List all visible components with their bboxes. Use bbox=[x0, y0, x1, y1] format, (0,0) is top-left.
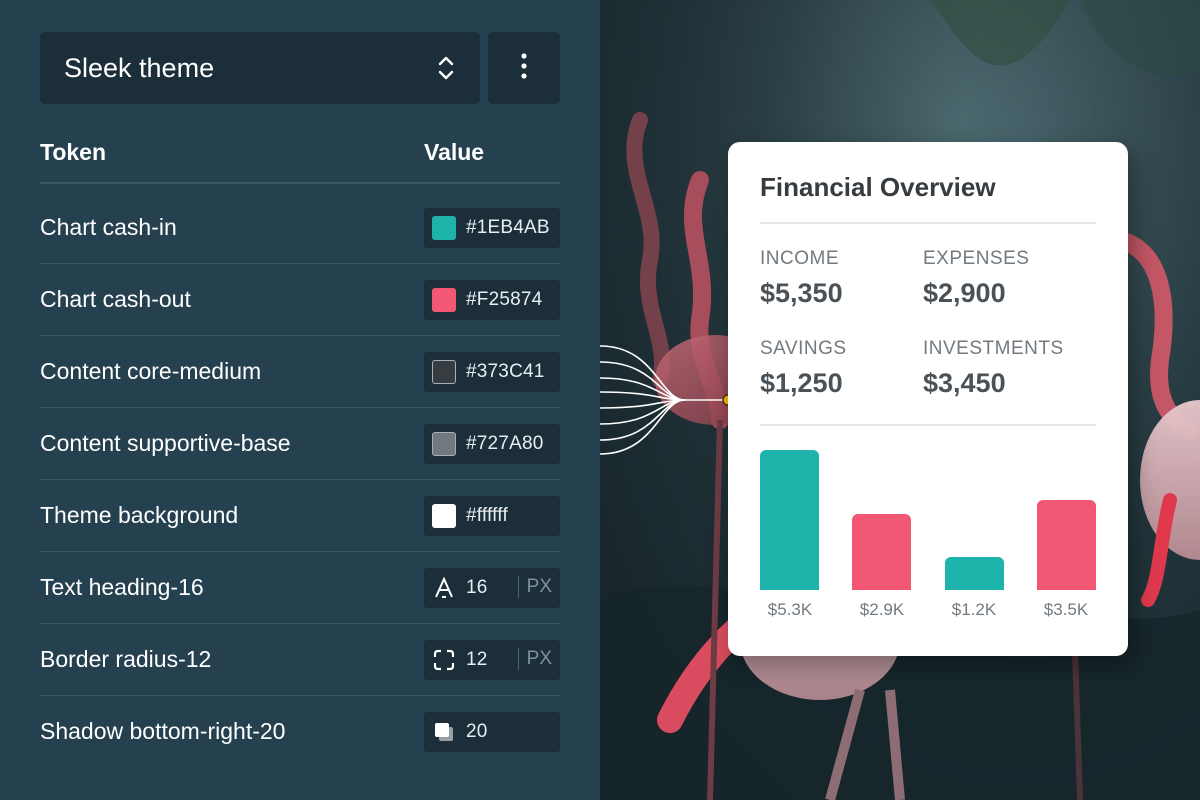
stat-label: INCOME bbox=[760, 248, 839, 269]
token-value: #373C41 bbox=[466, 361, 545, 382]
stat-income: INCOME $5,350 bbox=[760, 248, 843, 309]
stat-investments: INVESTMENTS $3,450 bbox=[923, 338, 1064, 399]
chart-bar bbox=[945, 557, 1004, 590]
unit-label: PX bbox=[517, 576, 552, 598]
token-value: 20 bbox=[466, 721, 488, 742]
token-value-field[interactable]: #F25874 bbox=[424, 280, 560, 320]
token-name: Content core-medium bbox=[40, 358, 262, 384]
bar-label: $3.5K bbox=[1043, 600, 1089, 619]
financial-overview-card: Financial Overview INCOME $5,350 EXPENSE… bbox=[728, 142, 1128, 656]
token-row[interactable]: Chart cash-in #1EB4AB bbox=[40, 192, 560, 264]
value-column-header: Value bbox=[424, 139, 485, 165]
color-swatch[interactable] bbox=[432, 360, 456, 384]
bar-label: $5.3K bbox=[767, 600, 813, 619]
color-swatch[interactable] bbox=[432, 288, 456, 312]
token-row[interactable]: Border radius-12 12 PX bbox=[40, 624, 560, 696]
bar-label: $1.2K bbox=[951, 600, 997, 619]
more-options-button[interactable] bbox=[488, 32, 560, 104]
stat-value: $5,350 bbox=[760, 278, 843, 308]
bar-label: $2.9K bbox=[859, 600, 905, 619]
chart-bar bbox=[852, 514, 911, 590]
token-row[interactable]: Theme background #ffffff bbox=[40, 480, 560, 552]
divider bbox=[760, 424, 1096, 426]
vertical-dots-icon bbox=[520, 52, 528, 85]
color-swatch[interactable] bbox=[432, 432, 456, 456]
token-row[interactable]: Content supportive-base #727A80 bbox=[40, 408, 560, 480]
token-row[interactable]: Chart cash-out #F25874 bbox=[40, 264, 560, 336]
token-value-field[interactable]: 20 bbox=[424, 712, 560, 752]
token-column-header: Token bbox=[40, 139, 107, 165]
stat-label: EXPENSES bbox=[923, 248, 1030, 269]
token-name: Theme background bbox=[40, 502, 239, 528]
stat-value: $2,900 bbox=[923, 278, 1006, 308]
stat-expenses: EXPENSES $2,900 bbox=[923, 248, 1029, 309]
token-row[interactable]: Shadow bottom-right-20 20 bbox=[40, 696, 560, 768]
token-value: 12 bbox=[466, 649, 488, 670]
card-title: Financial Overview bbox=[760, 172, 996, 202]
chart-bar bbox=[1037, 500, 1096, 590]
token-name: Chart cash-out bbox=[40, 286, 191, 312]
theme-select-label: Sleek theme bbox=[64, 52, 215, 83]
token-table-body: Chart cash-in #1EB4AB Chart cash-out #F2587… bbox=[40, 192, 560, 768]
token-value: #F25874 bbox=[466, 289, 543, 310]
token-name: Content supportive-base bbox=[40, 430, 291, 456]
stat-savings: SAVINGS $1,250 bbox=[760, 338, 847, 399]
token-name: Border radius-12 bbox=[40, 646, 212, 672]
shadow-icon bbox=[432, 720, 456, 744]
token-value: #727A80 bbox=[466, 433, 544, 454]
stat-value: $1,250 bbox=[760, 368, 843, 398]
token-name: Text heading-16 bbox=[40, 574, 204, 600]
token-value: #ffffff bbox=[466, 505, 508, 526]
token-value-field[interactable]: 16 PX bbox=[424, 568, 560, 608]
token-value-field[interactable]: #373C41 bbox=[424, 352, 560, 392]
chevron-up-down-icon bbox=[436, 53, 456, 83]
chart-bar bbox=[760, 450, 819, 590]
stat-value: $3,450 bbox=[923, 368, 1006, 398]
token-table-header: Token Value bbox=[40, 134, 560, 184]
token-name: Shadow bottom-right-20 bbox=[40, 718, 286, 744]
font-size-icon bbox=[432, 576, 456, 600]
token-name: Chart cash-in bbox=[40, 214, 177, 240]
token-row[interactable]: Content core-medium #373C41 bbox=[40, 336, 560, 408]
token-connector-lines bbox=[600, 345, 734, 455]
stat-label: INVESTMENTS bbox=[923, 338, 1064, 359]
token-row[interactable]: Text heading-16 16 PX bbox=[40, 552, 560, 624]
token-value: #1EB4AB bbox=[466, 217, 550, 238]
border-radius-icon bbox=[432, 648, 456, 672]
theme-token-panel: Sleek theme Token Value Chart cash-in #1E… bbox=[0, 0, 600, 800]
divider bbox=[760, 222, 1096, 224]
unit-label: PX bbox=[517, 648, 552, 670]
color-swatch[interactable] bbox=[432, 504, 456, 528]
theme-select[interactable]: Sleek theme bbox=[40, 32, 480, 104]
token-value: 16 bbox=[466, 577, 488, 598]
token-value-field[interactable]: #1EB4AB bbox=[424, 208, 560, 248]
token-value-field[interactable]: #727A80 bbox=[424, 424, 560, 464]
bar-chart: $5.3K $2.9K $1.2K $3.5K bbox=[728, 142, 1128, 656]
stat-label: SAVINGS bbox=[760, 338, 847, 359]
token-value-field[interactable]: #ffffff bbox=[424, 496, 560, 536]
token-value-field[interactable]: 12 PX bbox=[424, 640, 560, 680]
color-swatch[interactable] bbox=[432, 216, 456, 240]
